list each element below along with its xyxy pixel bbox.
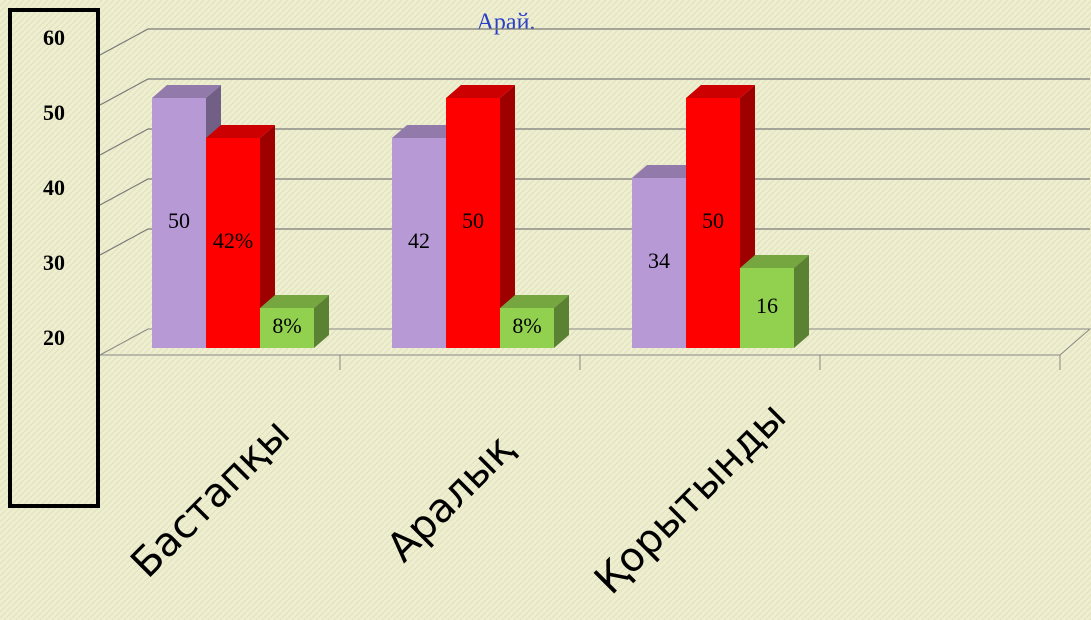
data-label: 42 [408,228,430,253]
bar-side [314,295,329,348]
grid-line [99,178,1090,206]
bar-top [446,85,515,98]
bar-top [740,255,809,268]
axis-box [8,8,100,508]
y-tick-label: 30 [43,250,65,275]
grid-line [99,128,1090,156]
bar [632,178,686,348]
data-label: 34 [648,248,670,273]
bar-top [632,165,701,178]
bar-top [686,85,755,98]
y-tick-label: 60 [43,25,65,50]
data-label: 50 [702,208,724,233]
bar-top [260,295,329,308]
bar [740,268,794,348]
bar-side [554,295,569,348]
bar-side [794,255,809,348]
data-label: 16 [756,293,778,318]
bar-top [392,125,461,138]
chart-title: Арай. [477,10,536,36]
bar [260,308,314,348]
bar-top [206,125,275,138]
bar-top [152,85,221,98]
bar [500,308,554,348]
grid-line [99,228,1090,256]
data-label: 50 [462,208,484,233]
bar [686,98,740,348]
bar [446,98,500,348]
bar [392,138,446,348]
grid-line [99,28,1090,56]
y-tick-label: 50 [43,100,65,125]
grid-line [99,78,1090,106]
y-tick-label: 40 [43,175,65,200]
bar-side [500,85,515,348]
floor [99,328,1091,356]
bar [206,138,260,348]
bar-top [500,295,569,308]
data-label: 50 [168,208,190,233]
data-label: 42% [213,228,253,253]
bar-side [260,125,275,348]
data-label: 8% [272,313,301,338]
bar [152,98,206,348]
y-tick-label: 20 [43,325,65,350]
data-label: 8% [512,313,541,338]
